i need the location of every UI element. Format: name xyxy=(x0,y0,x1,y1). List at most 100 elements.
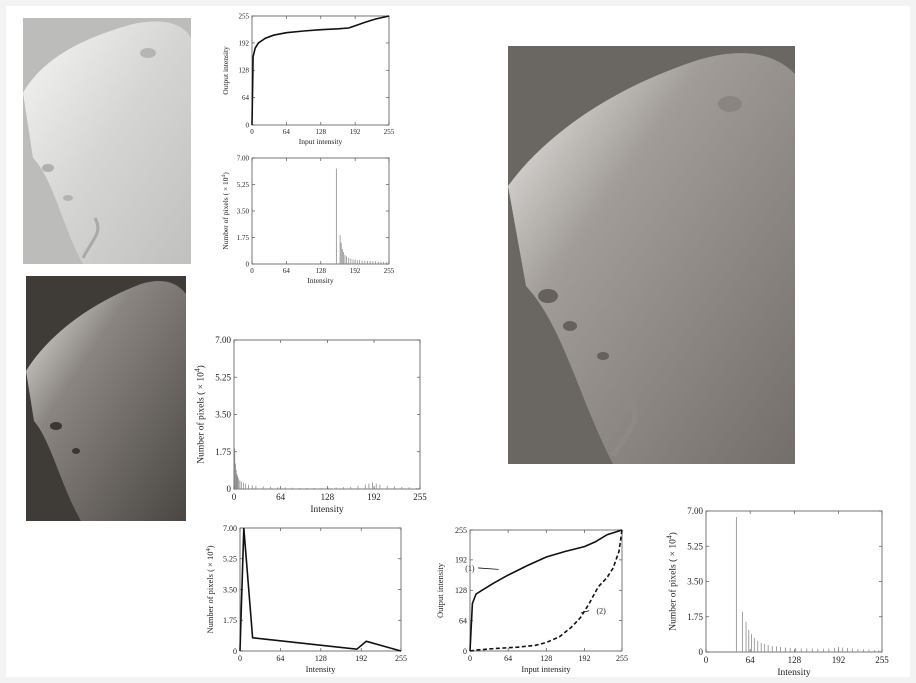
x-tick-label: 0 xyxy=(238,654,242,663)
y-tick-label: 0 xyxy=(463,647,467,656)
transform-plot-bottom: 0 64 128 192 255 0 64 128 192 255 Input intensity O… xyxy=(435,526,628,674)
phobos-image-specified xyxy=(508,46,795,464)
x-tick-label: 0 xyxy=(232,492,237,502)
x-tick-label: 255 xyxy=(384,267,395,275)
x-tick-label: 0 xyxy=(250,267,254,275)
y-axis-label: Number of pixels ( × 104) xyxy=(221,172,230,250)
y-tick-label: 5.25 xyxy=(223,555,237,564)
y-axis-label: Number of pixels ( × 104) xyxy=(192,365,207,464)
plot-frame xyxy=(233,339,421,490)
y-tick-label: 128 xyxy=(455,586,467,595)
y-tick-label: 5.25 xyxy=(215,372,231,382)
phobos-image-original xyxy=(23,18,191,264)
series-leader xyxy=(580,610,590,614)
plot-frame xyxy=(251,157,390,265)
plot-frame xyxy=(705,510,883,653)
plot-frame xyxy=(469,529,623,652)
result-histogram-plot: 0 64 128 192 255 0 1.75 3.50 5.25 7.00 Intensity Nu… xyxy=(664,506,889,678)
x-tick-label: 128 xyxy=(315,654,327,663)
y-axis-label-text: Number of pixels ( × 10 xyxy=(205,552,215,634)
x-tick-label: 128 xyxy=(316,267,327,275)
y-axis-label-close: ) xyxy=(205,545,215,548)
y-axis-label-exponent: 4 xyxy=(664,535,673,539)
y-tick-label: 1.75 xyxy=(687,612,703,622)
y-tick-label: 3.50 xyxy=(215,410,231,420)
x-axis-label: Intensity xyxy=(777,668,810,678)
y-axis-label-close: ) xyxy=(221,172,230,175)
y-tick-label: 7.00 xyxy=(237,154,250,162)
y-tick-label: 5.25 xyxy=(237,181,250,189)
x-tick-label: 192 xyxy=(350,267,361,275)
y-tick-label: 0 xyxy=(227,484,232,494)
x-tick-label: 64 xyxy=(504,654,512,663)
y-tick-label: 0 xyxy=(233,647,237,656)
x-tick-label: 255 xyxy=(395,654,407,663)
y-axis-label: Number of pixels ( × 104) xyxy=(204,545,215,633)
y-tick-label: 7.00 xyxy=(223,524,237,533)
x-axis-label: Input intensity xyxy=(521,664,571,674)
y-axis-label-text: Number of pixels ( × 10 xyxy=(667,539,678,631)
series-line xyxy=(469,529,623,652)
x-tick-label: 128 xyxy=(316,128,327,136)
series-label: (2) xyxy=(597,607,607,616)
x-tick-label: 192 xyxy=(832,655,846,665)
series-line xyxy=(251,15,390,126)
x-axis-label: Input intensity xyxy=(299,137,343,146)
x-axis-label: Intensity xyxy=(306,664,336,674)
x-tick-label: 64 xyxy=(283,128,291,136)
y-tick-label: 1.75 xyxy=(215,447,231,457)
x-tick-label: 64 xyxy=(283,267,291,275)
histogram-plot-top: 0 64 128 192 255 0 1.75 3.50 5.25 7.00 Intensity Nu… xyxy=(221,154,395,285)
x-tick-label: 192 xyxy=(578,654,590,663)
x-tick-label: 0 xyxy=(250,128,254,136)
x-tick-label: 255 xyxy=(616,654,628,663)
y-axis-label: Number of pixels ( × 104) xyxy=(664,532,679,631)
x-tick-label: 255 xyxy=(875,655,889,665)
x-tick-label: 128 xyxy=(540,654,552,663)
y-tick-label: 3.50 xyxy=(687,577,703,587)
y-tick-label: 255 xyxy=(239,12,250,20)
series-line xyxy=(469,529,623,652)
x-tick-label: 64 xyxy=(276,654,284,663)
y-axis-label: Output intensity xyxy=(435,562,445,618)
y-tick-label: 0 xyxy=(699,647,704,657)
y-axis-label-exponent: 4 xyxy=(204,548,211,552)
y-axis-label-text: Number of pixels ( × 10 xyxy=(195,372,206,464)
y-axis-label-close: ) xyxy=(667,532,678,535)
x-tick-label: 255 xyxy=(384,128,395,136)
y-tick-label: 0 xyxy=(246,260,250,268)
y-axis-label-close: ) xyxy=(195,365,206,368)
y-axis-label-text: Number of pixels ( × 10 xyxy=(221,177,230,250)
y-tick-label: 1.75 xyxy=(237,234,250,242)
specified-histogram-plot: 0 64 128 192 255 0 1.75 3.50 5.25 7.00 Intensity Nu… xyxy=(204,524,407,674)
x-tick-label: 192 xyxy=(367,492,381,502)
phobos-image-equalized xyxy=(26,276,186,521)
x-tick-label: 0 xyxy=(704,655,709,665)
x-tick-label: 192 xyxy=(350,128,361,136)
y-tick-label: 0 xyxy=(246,121,250,129)
y-tick-label: 1.75 xyxy=(223,616,237,625)
y-tick-label: 7.00 xyxy=(215,335,231,345)
y-tick-label: 64 xyxy=(459,616,467,625)
plot-frame xyxy=(251,15,390,126)
y-axis-label-exponent: 4 xyxy=(192,368,201,372)
x-tick-label: 128 xyxy=(321,492,335,502)
x-tick-label: 64 xyxy=(746,655,756,665)
x-tick-label: 64 xyxy=(276,492,286,502)
y-tick-label: 7.00 xyxy=(687,506,703,516)
series-line xyxy=(239,527,402,652)
y-tick-label: 5.25 xyxy=(687,541,703,551)
x-tick-label: 128 xyxy=(788,655,802,665)
y-tick-label: 128 xyxy=(239,67,250,75)
y-tick-label: 64 xyxy=(242,94,250,102)
x-tick-label: 255 xyxy=(413,492,427,502)
histogram-plot-middle: 0 64 128 192 255 0 1.75 3.50 5.25 7.00 Intensity Nu… xyxy=(192,335,427,515)
series-leader xyxy=(477,567,499,570)
y-tick-label: 3.50 xyxy=(237,207,250,215)
y-tick-label: 3.50 xyxy=(223,585,237,594)
y-axis-label: Output intensity xyxy=(221,46,230,95)
x-axis-label: Intensity xyxy=(310,505,343,515)
y-tick-label: 192 xyxy=(455,556,467,565)
x-tick-label: 192 xyxy=(355,654,367,663)
transform-plot-top: 0 64 128 192 255 0 64 128 192 255 Input intensity O… xyxy=(221,12,395,146)
